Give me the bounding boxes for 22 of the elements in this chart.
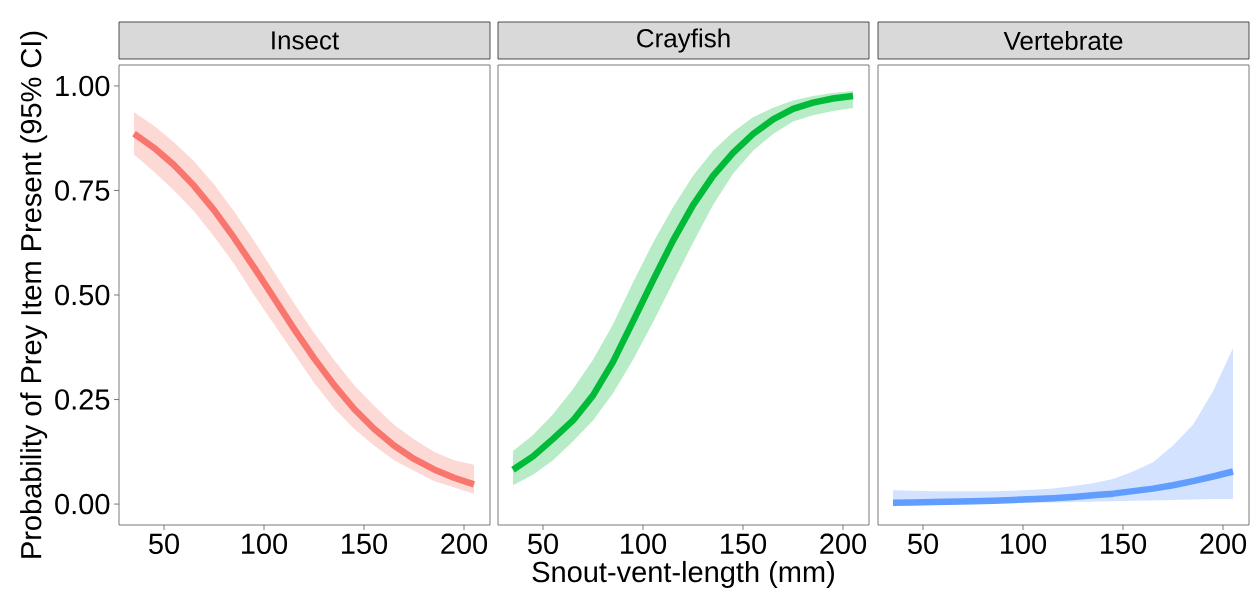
x-tick-label: 100 (621, 533, 667, 555)
x-tick-label: 200 (441, 533, 488, 555)
x-tick-label: 150 (721, 533, 767, 555)
y-axis-title: Probability of Prey Item Present (95% CI) (20, 31, 48, 558)
x-tick-label: 200 (1200, 533, 1247, 555)
x-tick-label: 100 (242, 533, 288, 555)
x-tick-label: 150 (342, 533, 388, 555)
x-axis-title: Snout-vent-length (mm) (532, 560, 834, 588)
x-tick-label: 150 (1101, 533, 1147, 555)
chart-title: Insect (272, 31, 339, 50)
y-tick-label: 0.50 (55, 284, 110, 306)
chart-title: Vertebrate (1003, 30, 1123, 51)
x-tick-label: 50 (528, 533, 558, 555)
chart-title: Crayfish (637, 28, 730, 53)
y-tick-label: 1.00 (56, 75, 110, 97)
x-tick-label: 50 (149, 533, 179, 555)
y-tick-label: 0.25 (55, 389, 110, 410)
y-tick-label: 0.00 (55, 493, 110, 515)
y-tick-label: 0.75 (55, 180, 110, 201)
x-tick-label: 100 (1001, 533, 1047, 555)
x-tick-label: 50 (908, 533, 938, 555)
x-tick-label: 200 (820, 533, 867, 555)
